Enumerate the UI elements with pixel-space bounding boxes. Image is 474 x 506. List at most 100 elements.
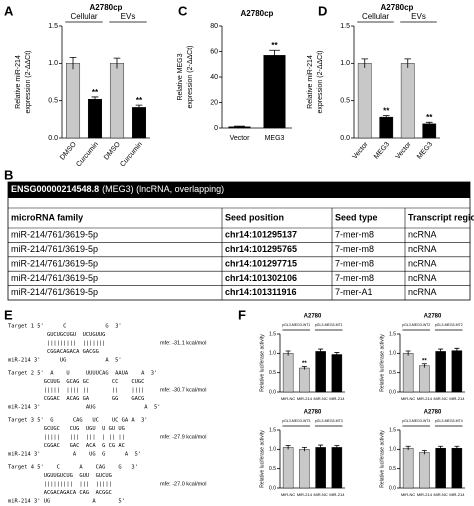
error-bar [91, 96, 99, 102]
y-tick-label: 1.0 [269, 447, 276, 453]
significance: ** [383, 107, 390, 116]
y-tick-label: 0.0 [269, 389, 276, 395]
error-bar [285, 445, 291, 450]
bar [315, 447, 326, 489]
panel-label: B [4, 167, 13, 182]
significance: ** [302, 361, 307, 367]
x-tick-label: Vector [395, 140, 414, 160]
mfe-label: mfe: -27.9 kcal/mol [160, 434, 206, 440]
y-axis-label: Relative luciferase activity [259, 334, 265, 392]
chart-title: A2780 [304, 314, 322, 320]
table-cell: chr14:101311916 [225, 287, 297, 297]
significance: ** [92, 88, 99, 97]
bar [402, 447, 414, 489]
x-tick-label: MiR-214 [449, 396, 465, 401]
mfe-label: mfe: -31.1 kcal/mol [160, 340, 206, 346]
table-title: ENSG00000214548.8 (MEG3) (lncRNA, overlap… [11, 184, 224, 194]
group-label: pGL3-MEG3-WT3 [282, 419, 310, 423]
error-bar [234, 125, 245, 128]
column-header: microRNA family [11, 212, 83, 222]
table-cell: ncRNA [408, 273, 437, 283]
y-tick-label: 0.5 [340, 98, 350, 105]
y-axis-label: expression (2-ΔΔCt) [187, 45, 194, 108]
bar [435, 351, 446, 393]
group-label: pGL3-MEG3-MT2 [435, 323, 463, 327]
sequence-line: Target 1 5' C G 3' [8, 324, 122, 330]
x-tick-label: MEG3 [265, 135, 285, 142]
error-bar [405, 350, 411, 356]
x-tick-label: MiR-NC [281, 492, 295, 497]
x-tick-label: MEG3 [416, 141, 434, 161]
sequence-line: miR-214 3' UG A 5' [8, 358, 122, 364]
group-label: Cellular [362, 12, 389, 21]
table-cell: miR-214/761/3619-5p [11, 244, 98, 254]
x-tick-label: MiR-NC [401, 492, 415, 497]
bar [419, 365, 430, 393]
y-tick-label: 0.5 [269, 466, 276, 472]
y-tick-label: 1.0 [340, 60, 350, 67]
x-tick-label: MiR-214 [297, 396, 313, 401]
error-bar [454, 445, 460, 451]
panel-label: F [238, 307, 246, 322]
x-tick-label: MiR-NC [314, 396, 328, 401]
bar [299, 449, 310, 489]
table-title-rest: (MEG3) (lncRNA, overlapping) [102, 184, 224, 194]
bar [131, 107, 147, 139]
error-bar [69, 56, 77, 70]
x-tick-label: Curcumin [75, 141, 100, 169]
sequence-line: GCUGC CUG UGU U GU UG [8, 426, 125, 432]
y-axis-label: Relative luciferase activity [379, 334, 385, 392]
x-tick-label: MiR-214 [449, 492, 465, 497]
sequence-line: miR-214 3' UG A 5' [8, 499, 125, 505]
error-bar [454, 347, 460, 353]
y-tick-label: 20 [210, 99, 218, 106]
x-tick-label: DMSO [103, 141, 122, 162]
table-cell: chr14:101295765 [225, 244, 297, 254]
x-tick-label: MiR-NC [401, 396, 415, 401]
error-bar [269, 49, 280, 61]
x-tick-label: MiR-NC [434, 492, 448, 497]
significance: ** [422, 358, 427, 364]
y-axis-label: Relative miR-214 [15, 55, 22, 109]
bar [109, 63, 125, 139]
y-axis-label: expression (2-ΔΔCt) [317, 50, 324, 113]
y-tick-label: 0 [214, 125, 218, 132]
table-cell: miR-214/761/3619-5p [11, 287, 98, 297]
x-tick-label: Vector [230, 135, 251, 142]
y-tick-label: 0.0 [389, 485, 396, 491]
table-cell: ncRNA [408, 230, 437, 240]
sequence-line: GCUUG GCAG GC CC CUGC [8, 379, 144, 385]
sequence-line: CGGAC GAC ACA G CG AC [8, 443, 125, 449]
bar [331, 354, 343, 393]
sequence-line: ||||||||| ||| ||||| [8, 482, 112, 488]
mfe-label: mfe: -27.0 kcal/mol [160, 481, 206, 487]
panel-label: A [4, 3, 14, 18]
x-tick-label: MiR-214 [329, 396, 345, 401]
table-cell: chr14:101302106 [225, 273, 297, 283]
error-bar [334, 445, 340, 450]
group-label: EVs [411, 12, 426, 21]
error-bar [404, 58, 412, 68]
y-tick-label: 0.5 [389, 370, 396, 376]
table-cell: 7-mer-m8 [335, 258, 374, 268]
y-tick-label: 0.0 [389, 389, 396, 395]
x-tick-label: MEG3 [373, 141, 391, 161]
significance: ** [426, 113, 433, 122]
x-tick-label: MiR-NC [314, 492, 328, 497]
bar [419, 452, 430, 489]
y-axis-label: Relative MEG3 [177, 53, 184, 100]
table-cell: 7-mer-m8 [335, 244, 374, 254]
table-title-id: ENSG00000214548.8 [11, 184, 99, 194]
group-label: EVs [121, 12, 136, 21]
y-tick-label: 1.5 [269, 427, 276, 433]
bar [451, 447, 463, 489]
sequence-line: Target 2 5' A U UUUUCAG AAUA A 3' [8, 371, 157, 377]
chart-title: A2780 [424, 410, 442, 416]
bar [451, 350, 463, 393]
bar [315, 351, 326, 393]
error-bar [421, 363, 427, 368]
y-axis-label: expression (2-ΔΔCt) [25, 50, 32, 113]
bar [263, 55, 286, 129]
significance: ** [271, 41, 278, 50]
